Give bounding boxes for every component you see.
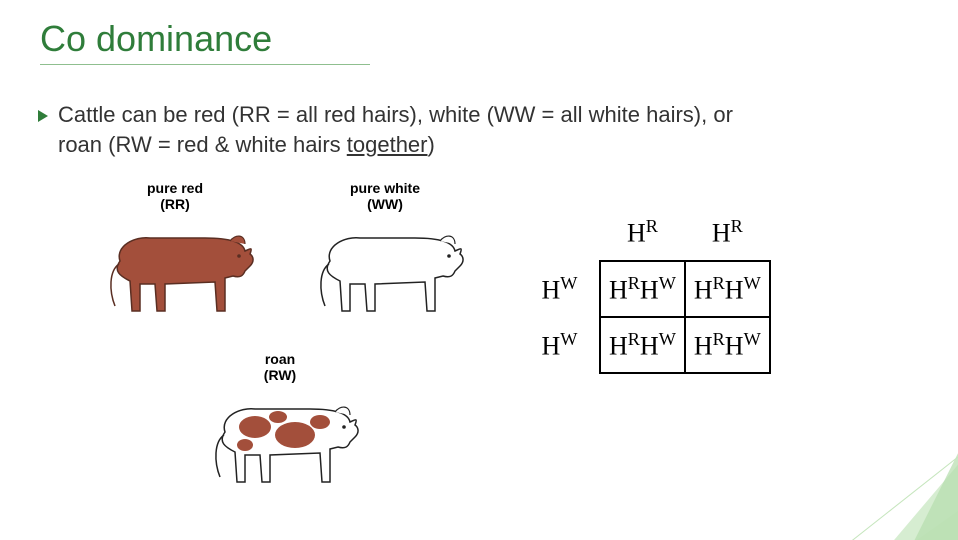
slide-title: Co dominance [40, 18, 370, 65]
punnett-square: HR HR HW HRHW HRHW HW HRHW HRHW [520, 205, 771, 374]
punnett-cell-01: HRHW [685, 261, 770, 317]
bullet-text-post: ) [428, 132, 435, 157]
cow-roan: roan (RW) [200, 351, 360, 502]
bullet-icon [38, 110, 48, 122]
cow-white-label: pure white (WW) [305, 180, 465, 212]
punnett-col-1: HR [685, 205, 770, 261]
cow-red-label: pure red (RR) [95, 180, 255, 212]
cow-roan-label: roan (RW) [200, 351, 360, 383]
punnett-row-0: HW [520, 261, 600, 317]
cattle-illustrations: pure red (RR) pure white (WW) roan (RW) [70, 180, 490, 502]
cow-red: pure red (RR) [95, 180, 255, 331]
slide: Co dominance Cattle can be red (RR = all… [0, 0, 958, 540]
punnett-row-1: HW [520, 317, 600, 373]
punnett-cell-11: HRHW [685, 317, 770, 373]
cow-roan-icon [200, 387, 360, 497]
punnett-cell-10: HRHW [600, 317, 685, 373]
bullet-text-underline: together [347, 132, 428, 157]
bullet-item: Cattle can be red (RR = all red hairs), … [38, 100, 758, 159]
punnett-col-0: HR [600, 205, 685, 261]
cow-white: pure white (WW) [305, 180, 465, 331]
cow-white-icon [305, 216, 465, 326]
punnett-cell-00: HRHW [600, 261, 685, 317]
cow-red-icon [95, 216, 255, 326]
bullet-text: Cattle can be red (RR = all red hairs), … [58, 100, 758, 159]
